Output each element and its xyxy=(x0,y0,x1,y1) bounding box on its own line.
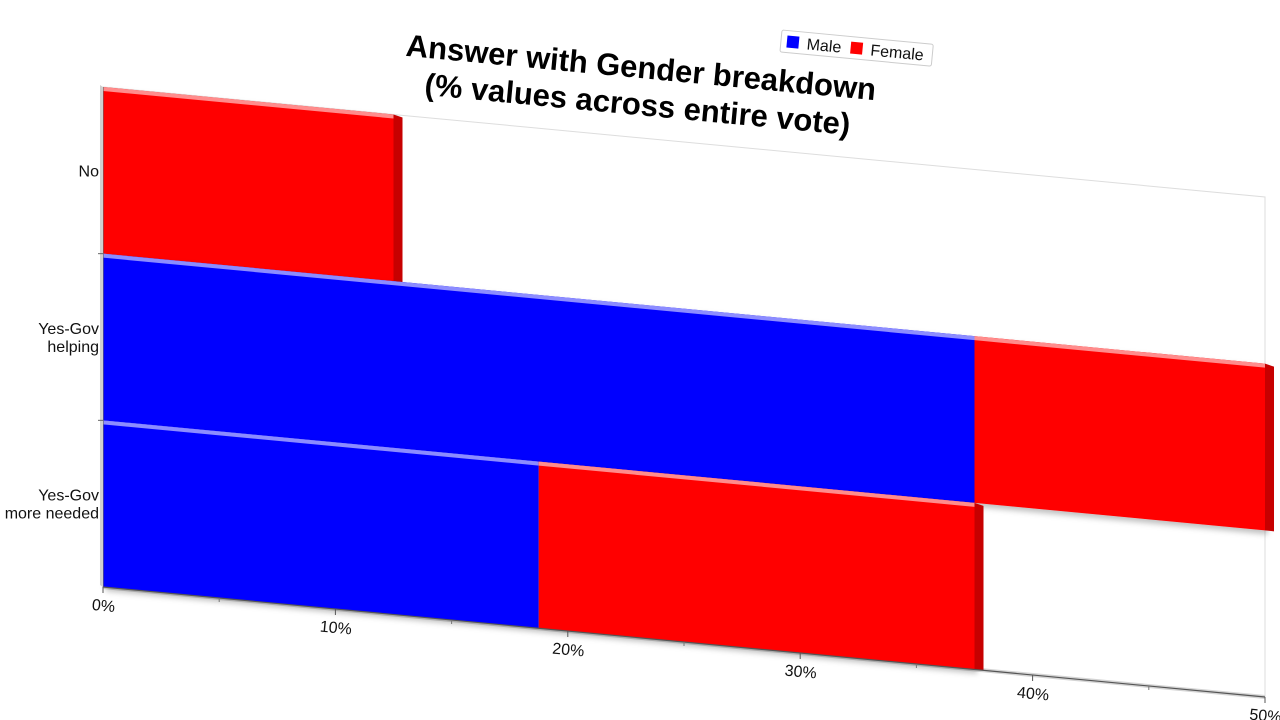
x-tick-label: 20% xyxy=(551,641,584,661)
legend-label-female: Female xyxy=(870,42,925,64)
x-tick-label: 30% xyxy=(784,663,817,683)
bar-face xyxy=(538,461,975,670)
bar-face xyxy=(974,336,1265,531)
bar-side xyxy=(974,502,984,671)
legend-swatch-male xyxy=(786,35,800,49)
x-tick-label: 10% xyxy=(319,619,352,639)
bar-male-yes-gov-more-needed xyxy=(103,420,539,629)
category-label: Yes-Gov more needed xyxy=(5,488,99,523)
bar-top-edge xyxy=(103,253,975,341)
category-label: No xyxy=(79,163,100,180)
bars-layer xyxy=(103,87,1274,671)
legend: Male Female xyxy=(779,29,934,67)
bar-female-yes-gov-helping xyxy=(974,336,1274,532)
category-label: Yes-Gov helping xyxy=(38,321,99,356)
category-labels: No Yes-Gov helping Yes-Gov more needed xyxy=(5,163,103,523)
x-tick-label: 50% xyxy=(1249,707,1280,720)
bar-face xyxy=(103,420,539,629)
bar-female-no xyxy=(103,87,403,283)
bar-top-edge xyxy=(103,87,394,119)
y-axis xyxy=(100,85,104,587)
legend-label-male: Male xyxy=(806,36,842,56)
bar-face xyxy=(103,87,394,282)
x-tick-label: 40% xyxy=(1016,685,1049,705)
bar-male-yes-gov-helping xyxy=(103,253,975,503)
x-tick-label: 0% xyxy=(91,597,116,616)
ticks-layer: 0% 10% 20% 30% 40% 50% xyxy=(91,587,1280,720)
bar-top-edge xyxy=(974,336,1265,368)
bar-side xyxy=(1265,363,1274,532)
bar-side xyxy=(393,114,403,283)
bar-top-edge xyxy=(538,461,975,507)
legend-swatch-female xyxy=(850,41,864,55)
bar-top-edge xyxy=(103,420,539,466)
bar-female-yes-gov-more-needed xyxy=(538,461,984,671)
